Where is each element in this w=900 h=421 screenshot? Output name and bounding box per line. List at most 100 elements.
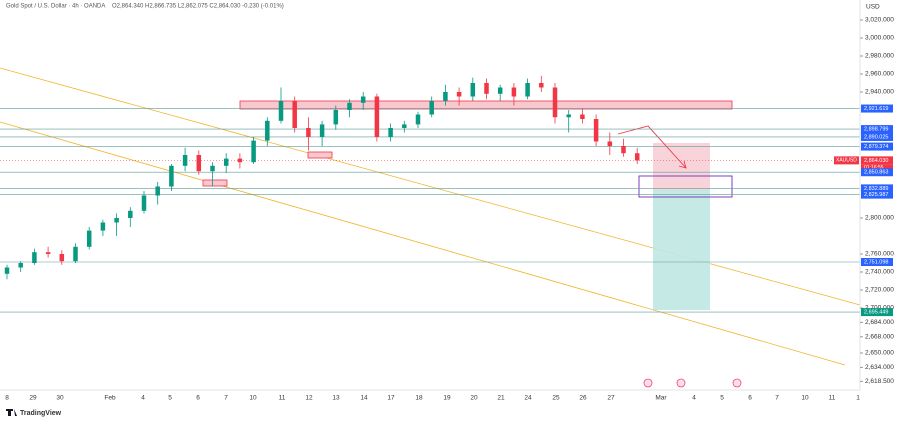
- price-tag-label: 2,751.098: [864, 259, 888, 265]
- calendar-icons: [643, 378, 742, 388]
- x-tick-label: 7: [775, 395, 779, 402]
- x-tick-label: 29: [29, 395, 37, 402]
- y-tick-label: 3,020.000: [865, 17, 894, 24]
- candle-body: [265, 120, 270, 141]
- candle-body: [73, 246, 78, 262]
- ohlc: O2,864.340 H2,866.735 L2,862.075 C2,864.…: [112, 4, 284, 10]
- candle-body: [402, 124, 407, 128]
- target-box: [638, 175, 733, 198]
- symbol-tag: XAUUSD: [836, 158, 857, 164]
- y-tick-label: 2,668.000: [865, 334, 894, 341]
- low-zone: [307, 151, 333, 159]
- candle-body: [100, 222, 106, 231]
- candle-body: [210, 165, 215, 172]
- candle-body: [128, 210, 133, 218]
- candle-body: [196, 155, 202, 172]
- candle-body: [155, 186, 160, 196]
- x-tick-label: 20: [470, 395, 478, 402]
- y-tick-label: 2,720.000: [865, 287, 894, 294]
- x-tick-label: 17: [387, 395, 395, 402]
- candle-body: [388, 128, 393, 137]
- x-tick-label: 27: [607, 395, 615, 402]
- x-tick-label: 11: [829, 395, 836, 402]
- price-tag: [861, 125, 893, 134]
- arrow-head: [678, 160, 687, 169]
- candle-body: [223, 158, 229, 166]
- x-tick-label: 5: [168, 395, 172, 402]
- supply-zone: [239, 100, 733, 110]
- x-tick-label: 13: [332, 395, 340, 402]
- x-tick-label: Feb: [104, 395, 116, 402]
- candle-body: [251, 140, 256, 163]
- arrow: [617, 125, 687, 169]
- event-icon: [732, 378, 742, 388]
- x-tick-label: 8: [5, 395, 9, 402]
- x-tick-label: 21: [497, 395, 505, 402]
- candle-body: [32, 252, 37, 263]
- price-tag-label: 2,890.025: [864, 134, 888, 140]
- y-tick-label: 2,760.000: [865, 251, 894, 258]
- candle-body: [634, 153, 640, 161]
- x-tick-label: 6: [748, 395, 752, 402]
- candle-body: [497, 87, 503, 94]
- y-tick-label: 2,980.000: [865, 53, 894, 60]
- countdown: 01:16:55: [864, 165, 884, 171]
- countdown-bg: [861, 164, 893, 172]
- x-tick-label: 10: [801, 395, 809, 402]
- y-tick-label: 3,000.000: [865, 35, 894, 42]
- candle-body: [18, 263, 23, 268]
- candle-body: [4, 267, 10, 274]
- x-tick-label: 10: [249, 395, 257, 402]
- price-tag: [861, 156, 893, 165]
- candle-body: [278, 101, 284, 121]
- y-tick-label: 2,940.000: [865, 89, 894, 96]
- candle-body: [333, 110, 339, 125]
- candle-body: [360, 96, 366, 103]
- drawings: [0, 67, 861, 366]
- trend-line: [0, 121, 846, 366]
- price-tag: [861, 190, 893, 199]
- price-tag: [861, 104, 893, 113]
- symbol-tag-bg: [834, 156, 859, 165]
- x-tick-label: 25: [552, 395, 560, 402]
- x-tick-label: 24: [524, 395, 532, 402]
- candle-body: [607, 141, 613, 146]
- event-icon: [643, 378, 653, 388]
- candle-body: [86, 230, 92, 247]
- price-tag-label: 2,850.863: [864, 170, 888, 176]
- x-tick-label: 4: [692, 395, 696, 402]
- price-tag-label: 2,879.374: [864, 144, 888, 150]
- candle-body: [593, 119, 599, 142]
- candle-body: [443, 92, 448, 101]
- candle-body: [141, 195, 147, 211]
- price-tag-label: 2,695.449: [864, 310, 888, 316]
- candle-body: [525, 83, 530, 97]
- price-tag: [861, 258, 893, 267]
- x-tick-label: 30: [56, 395, 64, 402]
- x-tick-label: Mar: [655, 395, 667, 402]
- price-tag-label: 2,864.030: [864, 158, 888, 164]
- candle-body: [169, 165, 174, 187]
- candle-body: [484, 83, 489, 94]
- price-tag: [861, 142, 893, 151]
- x-tick-label: 14: [360, 395, 368, 402]
- trend-line: [0, 67, 861, 306]
- price-tag-label: 2,921.619: [864, 106, 888, 112]
- candle-body: [429, 101, 434, 115]
- price-tag: [861, 184, 893, 193]
- candle-body: [539, 83, 544, 88]
- x-tick-label: 7: [224, 395, 228, 402]
- low-zone: [202, 179, 228, 187]
- x-tick-label: 19: [443, 395, 451, 402]
- candle-body: [552, 87, 558, 118]
- candle-body: [456, 92, 462, 97]
- candle-body: [45, 252, 51, 254]
- y-tick-label: 2,650.000: [865, 350, 894, 357]
- x-tick-label: 26: [579, 395, 587, 402]
- candle-body: [566, 114, 571, 118]
- candle-body: [182, 155, 188, 166]
- price-tag: [861, 308, 893, 317]
- x-tick-label: 5: [720, 395, 724, 402]
